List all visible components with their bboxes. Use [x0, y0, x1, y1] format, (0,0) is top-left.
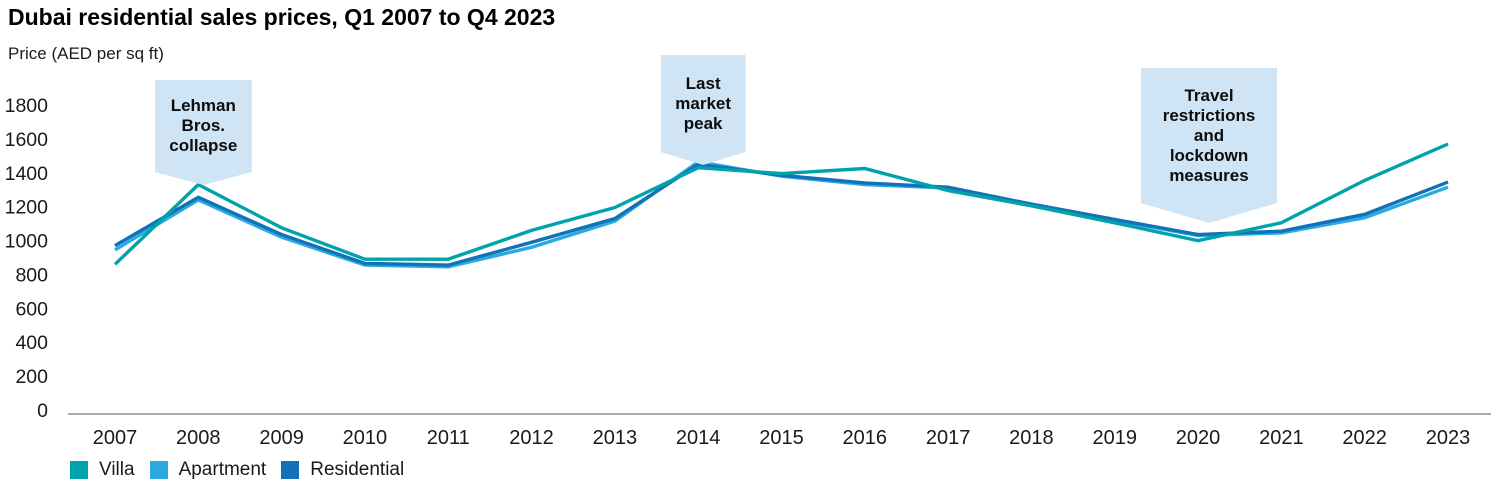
x-tick-label: 2020 — [1176, 427, 1221, 449]
annotation-callout: Travel restrictions and lockdown measure… — [1141, 68, 1277, 223]
y-tick-label: 1800 — [5, 95, 49, 117]
legend-label: Residential — [310, 459, 405, 480]
legend-item-residential: Residential — [281, 459, 404, 481]
x-tick-label: 2010 — [343, 427, 388, 449]
price-line-chart: 0 200 400 600 800 1000 1200 1400 1600 1800 2007 200… — [5, 95, 1491, 449]
annotation-callout: Last market peak — [661, 55, 746, 165]
legend-item-villa: Villa — [70, 459, 135, 481]
legend-swatch-villa — [70, 461, 88, 479]
y-tick-label: 400 — [15, 332, 48, 354]
legend-label: Villa — [99, 459, 135, 480]
y-tick-label: 1000 — [5, 231, 49, 253]
y-tick-label: 200 — [15, 366, 48, 388]
x-tick-label: 2023 — [1426, 427, 1471, 449]
x-tick-label: 2011 — [427, 427, 470, 449]
x-tick-label: 2015 — [759, 427, 804, 449]
y-tick-label: 1600 — [5, 129, 49, 151]
series-line-villa — [113, 142, 1449, 266]
x-tick-label: 2008 — [176, 427, 221, 449]
x-tick-label: 2018 — [1009, 427, 1054, 449]
legend-label: Apartment — [178, 459, 267, 480]
x-tick-label: 2021 — [1259, 427, 1304, 449]
x-tick-label: 2007 — [93, 427, 138, 449]
annotation-callout: Lehman Bros. collapse — [155, 80, 252, 185]
legend: Villa Apartment Residential — [70, 459, 404, 481]
legend-item-apartment: Apartment — [149, 459, 267, 481]
x-tick-label: 2019 — [1092, 427, 1137, 449]
y-tick-label: 1400 — [5, 163, 49, 185]
x-tick-label: 2016 — [843, 427, 888, 449]
x-tick-label: 2022 — [1342, 427, 1387, 449]
y-tick-label: 800 — [15, 264, 48, 286]
chart-title: Dubai residential sales prices, Q1 2007 … — [8, 4, 556, 30]
legend-swatch-apartment — [149, 461, 168, 479]
legend-swatch-residential — [281, 461, 300, 479]
x-tick-label: 2017 — [926, 427, 971, 449]
x-tick-label: 2012 — [509, 427, 554, 449]
x-tick-label: 2014 — [676, 427, 721, 449]
y-tick-label: 0 — [37, 400, 48, 422]
y-tick-label: 600 — [15, 298, 48, 320]
x-tick-label: 2009 — [259, 427, 304, 449]
x-tick-label: 2013 — [593, 427, 638, 449]
y-tick-label: 1200 — [5, 197, 49, 219]
y-axis-title: Price (AED per sq ft) — [8, 44, 164, 63]
